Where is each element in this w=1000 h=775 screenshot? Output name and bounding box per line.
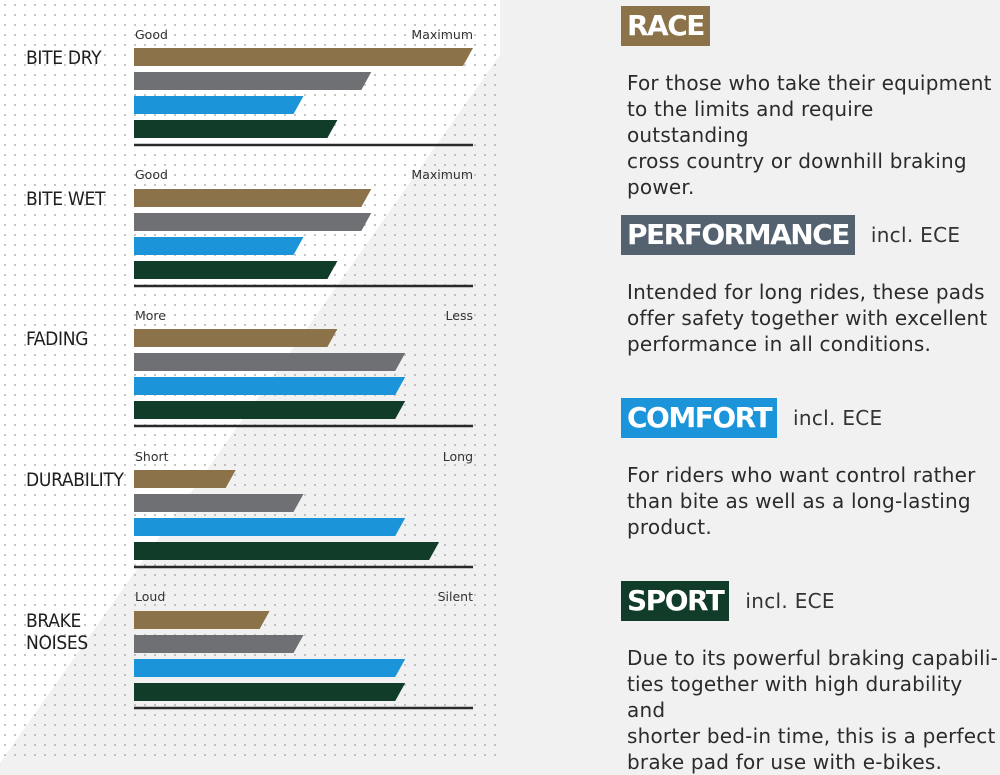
legend-item-performance: PERFORMANCE incl. ECE Intended for long … [621,215,987,357]
category-label-brake-noises: BRAKE NOISES [26,610,88,654]
bar-performance-fading [134,353,406,371]
performance-description: Intended for long rides, these pads offe… [627,280,988,356]
scale-max-label-fading: Less [445,308,473,323]
scale-max-label-bite-wet: Maximum [411,167,473,182]
bar-sport-fading [134,401,406,419]
bar-sport-brake-noises [134,683,406,701]
sport-incl-ece: incl. ECE [745,589,835,613]
performance-badge: PERFORMANCE [621,215,855,255]
bar-race-bite-wet [134,189,372,207]
race-description: For those who take their equipment to th… [627,71,992,199]
bar-sport-bite-wet [134,261,338,279]
bar-race-brake-noises [134,611,270,629]
scale-max-label-bite-dry: Maximum [411,27,473,42]
bar-race-durability [134,470,236,488]
bar-performance-bite-wet [134,213,372,231]
bar-comfort-brake-noises [134,659,406,677]
bar-comfort-bite-dry [134,96,304,114]
scale-min-label-durability: Short [135,449,169,464]
bar-performance-bite-dry [134,72,372,90]
category-label-durability: DURABILITY [26,469,124,491]
legend-item-race: RACE For those who take their equipment … [621,6,1000,200]
bar-race-bite-dry [134,48,473,66]
bar-comfort-fading [134,377,406,395]
legend-item-comfort: COMFORT incl. ECE For riders who want co… [621,398,976,540]
sport-badge: SPORT [621,581,730,621]
scale-min-label-brake-noises: Loud [135,589,166,604]
scale-max-label-durability: Long [442,449,473,464]
scale-min-label-fading: More [135,308,166,323]
bar-comfort-durability [134,518,406,536]
category-label-bite-dry: BITE DRY [26,47,102,69]
bar-race-fading [134,329,338,347]
scale-min-label-bite-dry: Good [135,27,168,42]
scale-min-label-bite-wet: Good [135,167,168,182]
comfort-description: For riders who want control rather than … [627,463,976,539]
category-label-bite-wet: BITE WET [26,188,106,210]
sport-description: Due to its powerful braking capabili- ti… [627,646,999,774]
performance-incl-ece: incl. ECE [870,223,961,247]
bar-performance-brake-noises [134,635,304,653]
bar-performance-durability [134,494,304,512]
category-label-fading: FADING [26,328,89,350]
bar-sport-durability [134,542,440,560]
legend-item-sport: SPORT incl. ECE Due to its powerful brak… [621,581,1000,775]
bar-comfort-bite-wet [134,237,304,255]
comfort-badge: COMFORT [621,398,778,438]
scale-max-label-brake-noises: Silent [437,589,473,604]
comfort-incl-ece: incl. ECE [793,406,883,430]
race-badge: RACE [621,6,710,46]
bar-sport-bite-dry [134,120,338,138]
